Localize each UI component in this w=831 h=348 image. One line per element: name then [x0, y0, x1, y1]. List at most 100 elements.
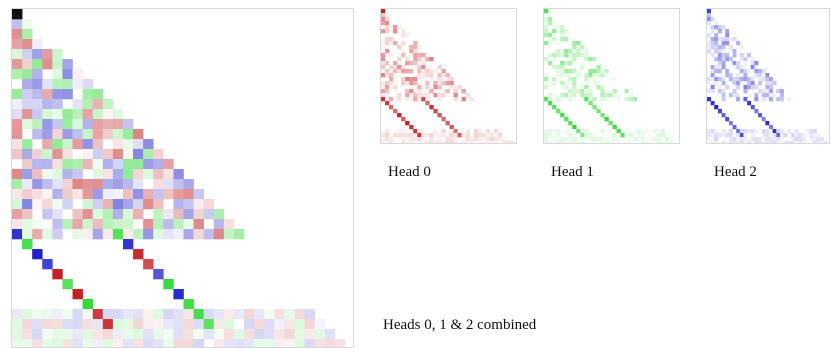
attention-cell — [564, 93, 569, 98]
attention-cell — [816, 141, 821, 143]
attention-cell — [274, 309, 285, 320]
attention-cell — [580, 53, 585, 58]
attention-cell — [707, 41, 711, 46]
attention-cell — [736, 129, 741, 134]
attention-cell — [497, 133, 503, 138]
attention-cell — [564, 81, 569, 86]
attention-cell — [405, 89, 410, 94]
attention-cell — [548, 133, 553, 138]
attention-cell — [568, 133, 573, 138]
attention-cell — [783, 141, 788, 143]
attention-cell — [143, 339, 154, 347]
attention-cell — [381, 61, 386, 66]
attention-cell — [433, 109, 438, 114]
attention-cell — [592, 137, 597, 142]
attention-cell — [765, 89, 770, 94]
attention-cell — [612, 141, 617, 143]
attention-cell — [409, 85, 414, 90]
attention-cell — [122, 179, 134, 190]
attention-cell — [72, 179, 83, 190]
attention-cell — [389, 141, 394, 143]
attention-cell — [183, 309, 194, 320]
attention-cell — [636, 137, 642, 142]
attention-cell — [397, 57, 402, 62]
attention-cell — [42, 159, 53, 170]
attention-cell — [441, 141, 446, 143]
attention-cell — [707, 49, 711, 54]
attention-cell — [433, 81, 438, 86]
attention-cell — [22, 219, 33, 230]
attention-cell — [548, 49, 553, 54]
attention-cell — [576, 69, 581, 74]
attention-cell — [568, 53, 573, 58]
attention-cell — [122, 169, 134, 180]
attention-cell — [628, 133, 633, 138]
attention-cell — [707, 9, 711, 14]
attention-cell — [644, 137, 650, 142]
attention-cell — [52, 129, 63, 140]
attention-cell — [754, 73, 759, 78]
attention-cell — [62, 109, 73, 120]
attention-cell — [62, 69, 73, 80]
attention-cell — [710, 41, 715, 46]
attention-cell — [429, 89, 434, 94]
attention-cell — [596, 73, 601, 78]
attention-cell — [572, 89, 577, 94]
attention-cell — [42, 169, 53, 180]
attention-cell — [223, 219, 235, 230]
attention-cell — [477, 141, 483, 143]
attention-cell — [173, 179, 184, 190]
attention-cell — [707, 13, 711, 18]
attention-cell — [153, 189, 164, 200]
attention-cell — [153, 339, 164, 347]
attention-cell — [32, 99, 43, 110]
attention-cell — [92, 189, 104, 200]
attention-cell — [425, 65, 430, 70]
attention-cell — [437, 137, 442, 142]
combined-attention-map — [11, 8, 354, 348]
attention-cell — [612, 129, 617, 134]
attention-cell — [72, 119, 83, 130]
attention-cell — [389, 29, 394, 34]
attention-cell — [425, 133, 430, 138]
attention-cell — [544, 77, 549, 82]
attention-cell — [32, 189, 43, 200]
attention-cell — [82, 199, 94, 210]
attention-cell — [153, 219, 164, 230]
attention-cell — [552, 105, 557, 110]
attention-cell — [580, 65, 585, 70]
attention-cell — [445, 81, 450, 86]
attention-cell — [453, 89, 458, 94]
attention-cell — [588, 89, 593, 94]
attention-cell — [725, 41, 730, 46]
attention-cell — [564, 85, 569, 90]
attention-cell — [12, 19, 23, 30]
attention-cell — [758, 89, 763, 94]
attention-cell — [12, 169, 23, 180]
attention-cell — [413, 81, 418, 86]
attention-cell — [437, 73, 442, 78]
attention-cell — [552, 41, 557, 46]
attention-cell — [739, 97, 744, 102]
attention-cell — [92, 209, 104, 220]
attention-cell — [761, 117, 766, 122]
attention-cell — [122, 229, 134, 240]
attention-cell — [22, 329, 33, 340]
attention-cell — [732, 89, 737, 94]
attention-cell — [707, 133, 711, 138]
attention-cell — [608, 133, 613, 138]
attention-cell — [173, 339, 184, 347]
attention-cell — [584, 57, 589, 62]
attention-cell — [381, 29, 386, 34]
attention-cell — [22, 339, 33, 347]
attention-cell — [732, 93, 737, 98]
attention-cell — [385, 49, 390, 54]
attention-cell — [721, 65, 726, 70]
attention-cell — [52, 69, 63, 80]
attention-cell — [584, 93, 589, 98]
attention-cell — [608, 141, 613, 143]
attention-cell — [798, 137, 803, 142]
attention-cell — [102, 129, 114, 140]
attention-cell — [798, 133, 803, 138]
attention-cell — [743, 69, 748, 74]
